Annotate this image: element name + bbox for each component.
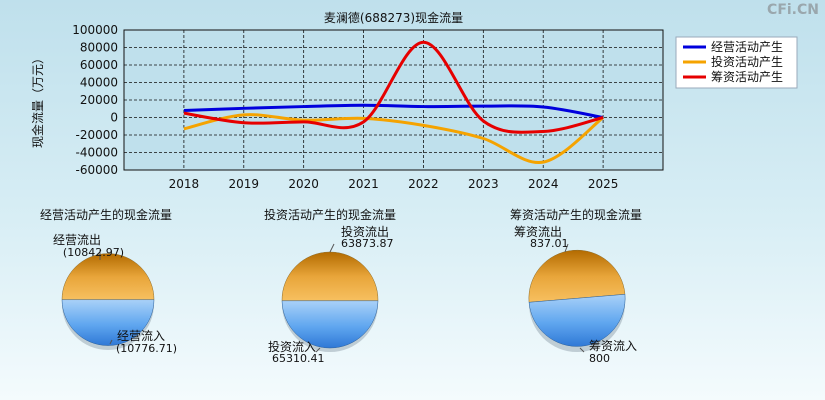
pie-label-outflow: 投资流出 (341, 224, 389, 239)
x-tick-label: 2025 (588, 177, 619, 191)
pie-slice-outflow (528, 249, 626, 303)
y-tick-label: -20000 (75, 128, 118, 142)
plot-border (123, 29, 664, 171)
legend-label-2: 投资活动产生 (711, 54, 783, 69)
y-tick-label: 80000 (80, 41, 118, 55)
pie-value-inflow: 800 (589, 352, 610, 365)
pie-title-financing: 筹资活动产生的现金流量 (510, 208, 643, 222)
pie-charts: 经营流出(10842.97) 经营流入(10776.71) 投资流出63873.87… (53, 224, 637, 365)
pie-slice-inflow (281, 300, 379, 349)
x-tick-label: 2021 (348, 177, 379, 191)
x-tick-label: 2023 (468, 177, 499, 191)
pie-leader-outflow (329, 243, 335, 253)
pie-value-outflow: (10842.97) (63, 246, 124, 259)
watermark: CFi.CN (767, 2, 819, 18)
y-tick-label: 0 (110, 111, 118, 125)
pie-leader-inflow (109, 339, 113, 345)
pie-slice-inflow (61, 299, 155, 346)
y-tick-label: 40000 (80, 76, 118, 90)
pie-slice-inflow (528, 294, 626, 347)
x-tick-label: 2020 (288, 177, 319, 191)
series-line-2 (183, 113, 605, 164)
pie-value-outflow: 63873.87 (341, 237, 394, 250)
legend-label-3: 筹资活动产生 (711, 70, 783, 84)
pie-leader-inflow (579, 347, 585, 353)
pie-value-outflow: 837.01 (530, 237, 569, 250)
x-tick-label: 2019 (229, 177, 260, 191)
chart-title: 麦澜德(688273)现金流量 (324, 10, 463, 25)
pie-label-inflow: 筹资流入 (589, 339, 637, 353)
y-tick-label: 60000 (80, 58, 118, 72)
line-chart: 100000 80000 60000 40000 20000 0 -20000 -40000 -… (30, 10, 798, 191)
series-line-3 (183, 40, 604, 134)
pie-slice-outflow (281, 251, 379, 302)
y-tick-label: 100000 (72, 23, 118, 37)
pie-title-investing: 投资活动产生的现金流量 (264, 208, 397, 222)
pie-value-inflow: (10776.71) (116, 342, 177, 355)
x-tick-label: 2022 (408, 177, 439, 191)
y-tick-label: -60000 (75, 163, 118, 177)
pie-leader-inflow (315, 347, 321, 353)
x-tick-label: 2024 (528, 177, 559, 191)
pie-label-outflow: 筹资流出 (514, 225, 562, 239)
pie-leader-outflow (564, 243, 569, 253)
pie-slice-outflow (61, 253, 155, 301)
pie-label-inflow: 经营流入 (117, 329, 165, 343)
legend-label-1: 经营活动产生 (711, 40, 783, 54)
x-tick-label: 2018 (169, 177, 200, 191)
y-axis-label: 现金流量（万元） (30, 52, 45, 148)
y-tick-label: -40000 (75, 146, 118, 160)
y-tick-label: 20000 (80, 93, 118, 107)
pie-label-outflow: 经营流出 (53, 233, 101, 247)
plot-area (124, 30, 663, 170)
pie-1: 经营流出(10842.97) 经营流入(10776.71) (53, 233, 177, 355)
pie-title-operating: 经营活动产生的现金流量 (40, 208, 173, 222)
series-line-1 (183, 103, 604, 119)
pie-value-inflow: 65310.41 (272, 352, 325, 365)
pie-label-inflow: 投资流入 (268, 339, 316, 354)
